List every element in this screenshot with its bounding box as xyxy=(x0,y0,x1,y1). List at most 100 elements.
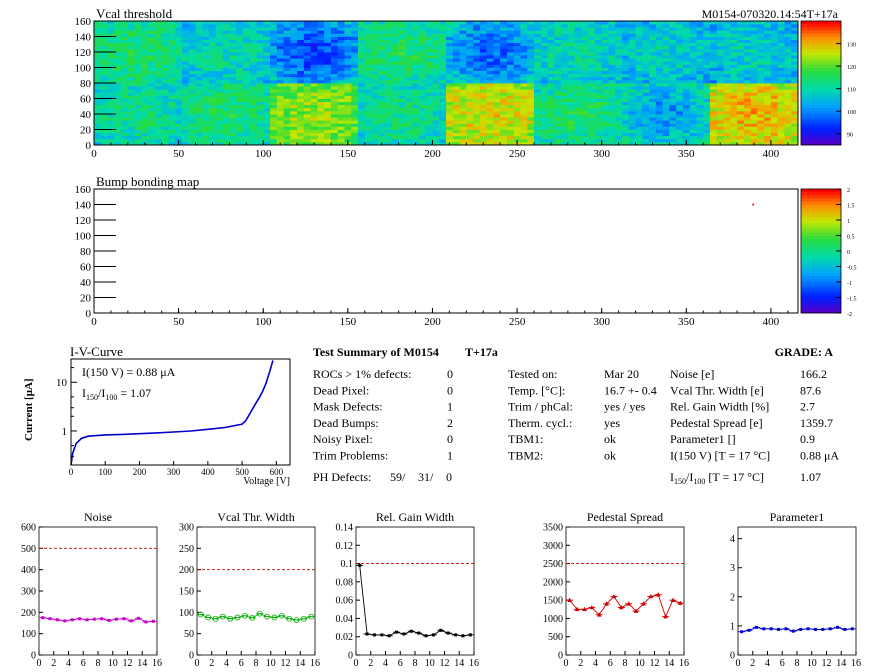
vcal-cell xyxy=(554,92,562,96)
vcal-cell xyxy=(655,117,664,121)
vcal-cell xyxy=(188,117,196,121)
vcal-cell xyxy=(242,52,251,56)
vcal-cell xyxy=(222,117,230,121)
scale-band xyxy=(801,33,841,37)
vcal-cell xyxy=(195,73,203,78)
vcal-cell xyxy=(594,135,603,140)
vcal-cell xyxy=(662,114,670,118)
roc-point xyxy=(655,592,661,597)
vcal-cell xyxy=(622,76,630,81)
vcal-cell xyxy=(236,70,244,75)
vcal-cell xyxy=(486,83,494,87)
iv-x-tick-label: 600 xyxy=(270,467,284,477)
roc-point xyxy=(582,606,587,612)
vcal-cell xyxy=(337,21,345,25)
vcal-cell xyxy=(439,123,447,127)
vcal-cell xyxy=(446,36,454,40)
vcal-cell xyxy=(215,135,224,140)
vcal-cell xyxy=(784,55,792,59)
vcal-cell xyxy=(127,126,136,130)
vcal-cell xyxy=(642,83,650,87)
vcal-cell xyxy=(418,39,427,44)
vcal-cell xyxy=(310,58,318,62)
summary-value: 0 xyxy=(447,432,453,446)
vcal-cell xyxy=(337,141,345,146)
vcal-cell xyxy=(168,61,176,65)
vcal-cell xyxy=(378,27,386,31)
vcal-cell xyxy=(750,126,758,130)
vcal-cell xyxy=(148,104,156,109)
vcal-cell xyxy=(581,83,589,87)
vcal-cell xyxy=(459,104,467,109)
vcal-cell xyxy=(107,101,115,106)
vcal-heatmap xyxy=(94,21,799,146)
vcal-cell xyxy=(188,70,196,75)
vcal-cell xyxy=(703,24,711,28)
vcal-cell xyxy=(574,27,582,31)
vcal-cell xyxy=(222,24,230,28)
vcal-cell xyxy=(263,61,271,65)
ph-defects-value-2: 31/ xyxy=(418,470,434,484)
vcal-cell xyxy=(161,70,169,75)
vcal-cell xyxy=(622,138,630,143)
vcal-cell xyxy=(385,135,393,140)
scale-band xyxy=(801,135,841,140)
vcal-cell xyxy=(236,92,244,96)
vcal-cell xyxy=(358,104,366,109)
vcal-cell xyxy=(188,39,196,44)
vcal-cell xyxy=(134,61,142,65)
vcal-cell xyxy=(391,67,400,71)
vcal-cell xyxy=(534,24,542,28)
vcal-cell xyxy=(493,98,501,102)
vcal-cell xyxy=(371,141,379,146)
vcal-cell xyxy=(188,129,196,133)
vcal-cell xyxy=(506,45,515,50)
vcal-cell xyxy=(242,120,251,124)
vcal-cell xyxy=(791,21,799,25)
vcal-cell xyxy=(202,21,210,25)
vcal-cell xyxy=(635,86,643,90)
vcal-cell xyxy=(127,132,136,137)
vcal-cell xyxy=(412,21,420,25)
vcal-cell xyxy=(567,24,576,28)
vcal-cell xyxy=(310,89,318,93)
vcal-cell xyxy=(188,89,196,93)
vcal-cell xyxy=(351,92,359,96)
vcal-cell xyxy=(710,141,718,146)
vcal-cell xyxy=(493,110,501,115)
vcal-cell xyxy=(601,39,609,44)
vcal-cell xyxy=(168,45,176,50)
vcal-cell xyxy=(418,30,427,34)
vcal-cell xyxy=(473,120,481,124)
roc-x-tick-label: 6 xyxy=(239,658,244,669)
vcal-cell xyxy=(500,126,508,130)
vcal-cell xyxy=(100,92,108,96)
vcal-cell xyxy=(473,55,481,59)
vcal-cell xyxy=(94,73,102,78)
vcal-cell xyxy=(364,104,372,109)
vcal-cell xyxy=(669,135,677,140)
vcal-cell xyxy=(229,129,237,133)
vcal-cell xyxy=(743,89,752,93)
vcal-cell xyxy=(676,123,684,127)
vcal-cell xyxy=(168,70,176,75)
vcal-cell xyxy=(249,36,257,40)
vcal-cell xyxy=(703,64,711,68)
vcal-cell xyxy=(743,141,752,146)
vcal-cell xyxy=(310,132,318,137)
vcal-cell xyxy=(750,36,758,40)
vcal-cell xyxy=(209,95,217,99)
vcal-cell xyxy=(446,114,454,118)
vcal-cell xyxy=(310,95,318,99)
vcal-cell xyxy=(676,45,684,50)
vcal-cell xyxy=(601,48,609,53)
vcal-cell xyxy=(249,117,257,121)
vcal-cell xyxy=(209,86,217,90)
vcal-cell xyxy=(452,92,460,96)
vcal-cell xyxy=(209,21,217,25)
vcal-cell xyxy=(649,86,657,90)
vcal-cell xyxy=(567,117,576,121)
vcal-cell xyxy=(446,83,454,87)
roc-plot-frame xyxy=(737,526,857,656)
vcal-cell xyxy=(371,39,379,44)
